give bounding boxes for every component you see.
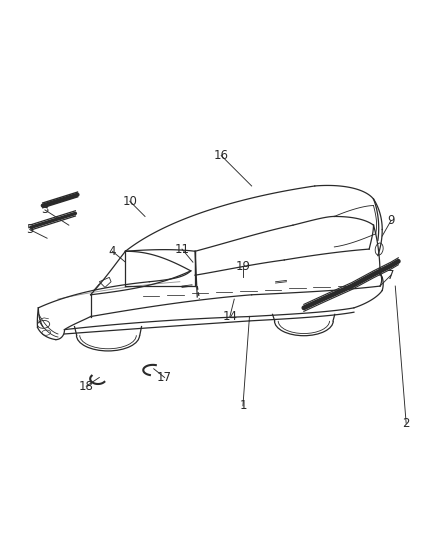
Text: 3: 3 xyxy=(41,204,49,216)
Text: 4: 4 xyxy=(109,245,116,258)
Text: 19: 19 xyxy=(236,260,251,273)
Text: 14: 14 xyxy=(223,310,237,323)
Text: 18: 18 xyxy=(79,379,94,393)
Text: 1: 1 xyxy=(239,399,247,412)
Text: 10: 10 xyxy=(122,195,137,208)
Text: 2: 2 xyxy=(403,417,410,430)
Text: 17: 17 xyxy=(157,371,172,384)
Text: 5: 5 xyxy=(26,223,33,236)
Text: 16: 16 xyxy=(214,149,229,162)
Text: 11: 11 xyxy=(174,243,190,256)
Text: 7: 7 xyxy=(387,269,395,282)
Text: 9: 9 xyxy=(387,214,395,227)
